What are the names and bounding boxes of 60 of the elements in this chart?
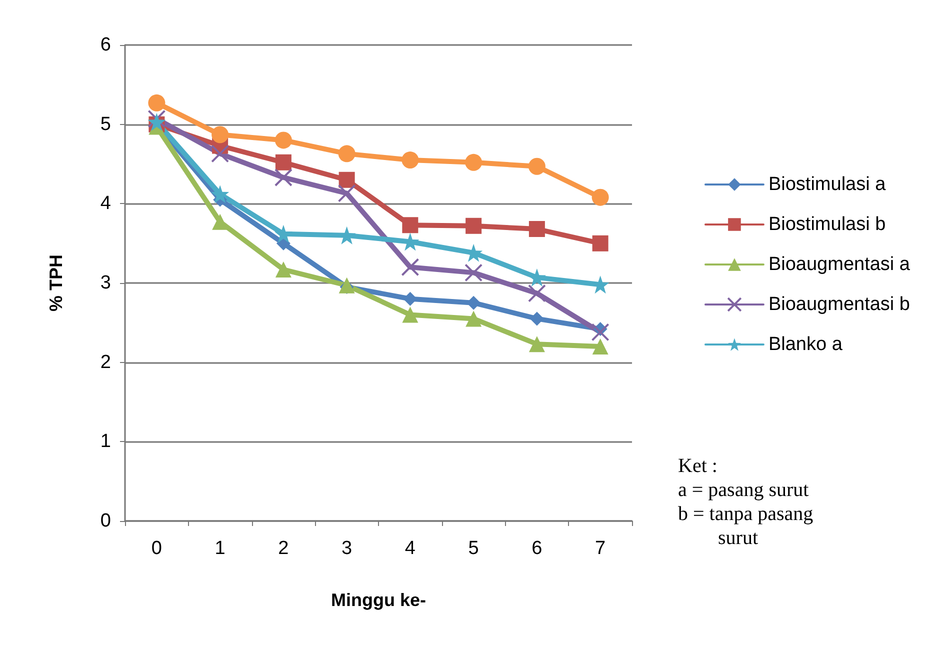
- text: b = tanpa pasang: [678, 503, 814, 525]
- point: [464, 264, 483, 282]
- point: [148, 112, 166, 131]
- x-axis-title: Minggu ke-: [331, 590, 426, 610]
- x-tick-label: 3: [342, 538, 352, 559]
- point: [528, 221, 545, 238]
- point: [275, 262, 292, 278]
- y-tick-label: 0: [100, 510, 111, 532]
- legend-label: Biostimulasi b: [768, 214, 886, 235]
- point: [466, 218, 482, 234]
- text: surut: [718, 527, 758, 549]
- point: [592, 188, 609, 206]
- x-tick-label: 2: [278, 538, 289, 559]
- point: [465, 154, 482, 171]
- point: [212, 126, 229, 144]
- point: [401, 258, 420, 276]
- point: [402, 217, 418, 234]
- point: [466, 310, 482, 327]
- point: [403, 292, 418, 306]
- legend-label: Biostimulasi a: [768, 174, 886, 195]
- point: [274, 132, 292, 149]
- x-tick-label: 0: [151, 538, 162, 559]
- point: [148, 94, 166, 112]
- x-tick-label: 4: [404, 538, 416, 559]
- point: [528, 336, 545, 352]
- y-tick-label: 2: [100, 352, 111, 373]
- point: [211, 185, 230, 204]
- point: [528, 158, 546, 175]
- point: [148, 110, 166, 128]
- legend-label: Bioaugmentasi a: [768, 254, 910, 275]
- point: [402, 306, 418, 323]
- y-tick-label: 1: [100, 431, 111, 452]
- x-tick-label: 5: [468, 538, 479, 559]
- y-axis-title: % TPH: [46, 254, 66, 312]
- point: [528, 284, 546, 302]
- point: [212, 214, 228, 230]
- text: Ket :: [678, 455, 718, 477]
- point: [338, 145, 356, 162]
- point: [211, 144, 230, 163]
- point: [530, 312, 544, 326]
- x-tick-label: 7: [595, 538, 606, 559]
- y-tick-label: 4: [100, 193, 112, 214]
- point: [274, 168, 292, 186]
- x-tick-label: 6: [532, 538, 542, 559]
- point: [402, 152, 419, 169]
- y-tick-label: 6: [100, 34, 111, 56]
- text: a = pasang surut: [678, 479, 810, 501]
- x-tick-label: 1: [214, 538, 226, 559]
- point: [338, 172, 355, 188]
- point: [274, 224, 292, 243]
- y-tick-label: 3: [100, 272, 111, 294]
- point: [275, 154, 292, 170]
- point: [592, 338, 608, 354]
- legend-label: Blanko a: [768, 334, 843, 355]
- legend-label: Bioaugmentasi b: [768, 294, 910, 315]
- point: [591, 323, 610, 342]
- y-tick-label: 5: [100, 114, 111, 135]
- point: [592, 235, 608, 252]
- point: [338, 184, 356, 202]
- point: [466, 296, 481, 310]
